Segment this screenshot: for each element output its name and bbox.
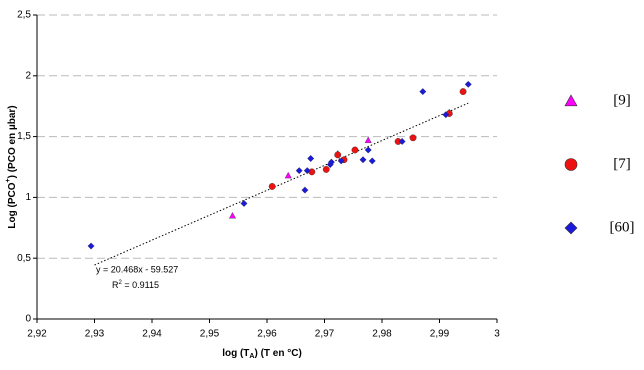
point [364,146,372,154]
y-label-part: ) (PCO en µbar) [7,105,18,178]
point [334,151,342,159]
legend-label: [9] [613,92,631,108]
r2-part: R [112,280,119,290]
point [295,167,303,175]
x-tick-label: 2,93 [85,329,105,340]
x-tick-label: 2,96 [257,329,277,340]
point [268,183,276,190]
point [351,146,359,154]
point [303,167,311,175]
point [442,111,450,119]
point [337,157,345,165]
point [87,242,95,250]
r2-part: = 0.9115 [122,280,159,290]
point [284,171,292,179]
y-tick-label: 2 [25,70,31,81]
r2-sup: 2 [119,280,123,286]
legend-marker [564,158,578,171]
y-label-sup: + [5,178,12,182]
x-label-sub: A [249,353,254,360]
legend-marker [564,94,578,107]
point [359,156,367,164]
point [301,186,309,194]
legend-label: [60] [610,219,635,235]
point [419,88,427,96]
trend-r2: R2 = 0.9115 [112,280,159,291]
point [307,155,315,162]
x-tick-label: 2,97 [315,329,335,340]
point [240,199,248,207]
y-tick-label: 0 [25,314,31,325]
y-tick-label: 1,5 [17,131,31,142]
x-tick-label: 2,98 [372,329,392,340]
x-tick-label: 2,99 [430,329,450,340]
y-tick-label: 0,5 [17,253,31,264]
trendline [94,102,469,266]
x-tick-label: 2,95 [200,329,220,340]
y-tick-label: 2,5 [17,10,31,21]
point [368,157,376,165]
point [459,88,467,95]
point [322,166,330,173]
x-axis-label: log (TA) (T en °C) [222,348,302,360]
x-label-part: ) (T en °C) [254,348,301,359]
x-tick-label: 3 [494,329,500,340]
point [327,158,335,166]
point [228,212,237,219]
legend-label: [7] [613,156,631,172]
x-tick-label: 2,94 [142,329,162,340]
x-label-part: log (T [222,348,249,359]
legend-marker [564,221,578,235]
y-axis-label: Log (PCO+) (PCO en µbar) [5,105,18,228]
y-label-part: Log (PCO [7,182,18,228]
point [398,137,406,145]
trend-equation: y = 20.468x - 59.527 [96,264,178,274]
x-tick-label: 2,92 [27,329,47,340]
point [409,134,417,142]
point [364,136,372,144]
point [464,80,472,88]
y-tick-label: 1 [25,192,31,203]
